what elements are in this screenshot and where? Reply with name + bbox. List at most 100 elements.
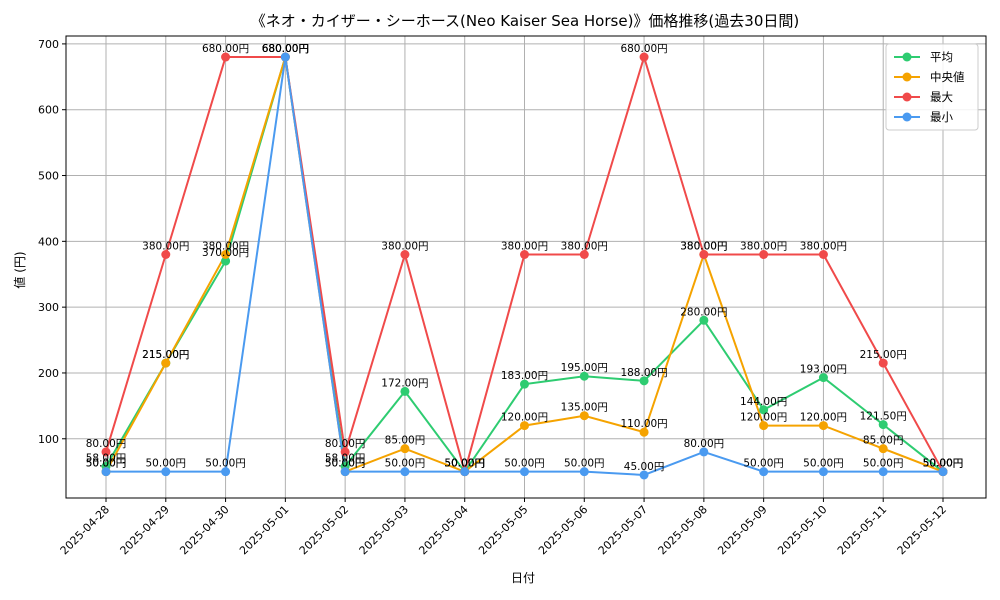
data-label: 680.00円: [262, 43, 309, 55]
data-label: 188.00円: [620, 367, 667, 379]
data-label: 50.00円: [923, 458, 964, 470]
series-4-point: [340, 467, 350, 477]
data-label: 85.00円: [385, 435, 426, 447]
y-tick-label: 100: [38, 433, 59, 446]
data-label: 680.00円: [620, 43, 667, 55]
data-label: 50.00円: [325, 458, 366, 470]
y-tick-label: 500: [38, 170, 59, 183]
data-label: 380.00円: [680, 240, 727, 252]
data-label: 215.00円: [860, 349, 907, 361]
series-3-point: [699, 249, 709, 259]
data-label: 380.00円: [800, 240, 847, 252]
data-label: 50.00円: [444, 458, 485, 470]
data-label: 195.00円: [561, 362, 608, 374]
data-label: 380.00円: [740, 240, 787, 252]
data-label: 215.00円: [142, 349, 189, 361]
x-tick-label: 2025-04-28: [58, 503, 112, 557]
x-tick-label: 2025-05-01: [237, 503, 291, 557]
data-label: 120.00円: [740, 412, 787, 424]
series-2-point: [639, 427, 649, 437]
series-2-point: [579, 411, 589, 421]
data-label: 50.00円: [504, 458, 545, 470]
series-4-point: [818, 467, 828, 477]
legend-label-3: 最大: [930, 90, 953, 104]
data-label: 380.00円: [501, 240, 548, 252]
series-4-point: [400, 467, 410, 477]
series-2-point: [400, 444, 410, 454]
data-label: 380.00円: [381, 240, 428, 252]
plot-frame: [65, 35, 987, 499]
data-label: 50.00円: [444, 458, 485, 470]
data-label: 380.00円: [142, 240, 189, 252]
series-1-point: [579, 371, 589, 381]
data-label: 370.00円: [202, 247, 249, 259]
data-label: 50.00円: [743, 458, 784, 470]
data-label: 121.50円: [860, 411, 907, 423]
data-label: 50.00円: [923, 458, 964, 470]
data-label: 193.00円: [800, 364, 847, 376]
data-label: 50.00円: [146, 458, 187, 470]
series-2-point: [221, 249, 231, 259]
x-tick-label: 2025-04-29: [118, 503, 172, 557]
series-4-point: [699, 447, 709, 457]
series-1-point: [699, 315, 709, 325]
x-tick-label: 2025-05-05: [476, 503, 530, 557]
legend-label-1: 平均: [930, 50, 953, 64]
y-tick-label: 300: [38, 301, 59, 314]
series-4-point: [579, 467, 589, 477]
series-1-point: [520, 379, 529, 389]
data-label: 45.00円: [624, 461, 665, 473]
data-label: 172.00円: [381, 377, 428, 389]
series-2-point: [818, 421, 828, 431]
data-label: 680.00円: [262, 43, 309, 55]
series-4-point: [101, 467, 111, 477]
x-tick-label: 2025-05-08: [656, 503, 710, 557]
series-3-point: [639, 52, 649, 62]
data-label: 380.00円: [680, 240, 727, 252]
x-tick-label: 2025-05-03: [357, 503, 411, 557]
legend-marker-2: [902, 72, 912, 82]
y-tick-label: 700: [38, 38, 59, 51]
data-label: 50.00円: [444, 458, 485, 470]
data-label: 50.00円: [923, 458, 964, 470]
series-3-point: [400, 249, 410, 259]
x-tick-label: 2025-05-12: [895, 503, 949, 557]
series-3-point: [101, 447, 111, 457]
series-4-point: [460, 467, 470, 477]
legend-marker-4: [902, 112, 912, 122]
x-tick-label: 2025-05-07: [596, 503, 650, 557]
series-3-point: [221, 52, 231, 62]
series-3-point: [759, 249, 769, 259]
data-label: 280.00円: [680, 306, 727, 318]
series-1-point: [878, 420, 888, 430]
data-label: 58.00円: [86, 452, 127, 464]
series-points: [101, 52, 948, 480]
data-label: 144.00円: [740, 396, 787, 408]
data-label: 80.00円: [684, 438, 725, 450]
series-3-point: [818, 249, 828, 259]
series-3-point: [161, 249, 171, 259]
data-label: 50.00円: [863, 458, 904, 470]
data-label: 58.00円: [325, 452, 366, 464]
data-label: 50.00円: [385, 458, 426, 470]
x-tick-label: 2025-05-11: [835, 503, 889, 557]
data-label: 50.00円: [205, 458, 246, 470]
legend-label-4: 最小: [930, 110, 953, 124]
data-label: 80.00円: [325, 438, 366, 450]
legend-marker-1: [902, 52, 912, 62]
series-4-point: [759, 467, 769, 477]
series-1-point: [400, 386, 410, 396]
series-4-point: [161, 467, 171, 477]
data-label: 50.00円: [923, 458, 964, 470]
data-label: 80.00円: [86, 438, 127, 450]
data-label: 50.00円: [444, 458, 485, 470]
series-4-point: [221, 467, 231, 477]
data-labels: 58.00円 215.00円 370.00円 680.00円 58.00円 172.00円…: [86, 43, 964, 473]
series-4-point: [280, 52, 290, 62]
series-3-point: [340, 447, 350, 457]
x-tick-label: 2025-04-30: [177, 503, 231, 557]
legend-label-2: 中央値: [930, 70, 965, 84]
series-2-point: [878, 444, 888, 454]
